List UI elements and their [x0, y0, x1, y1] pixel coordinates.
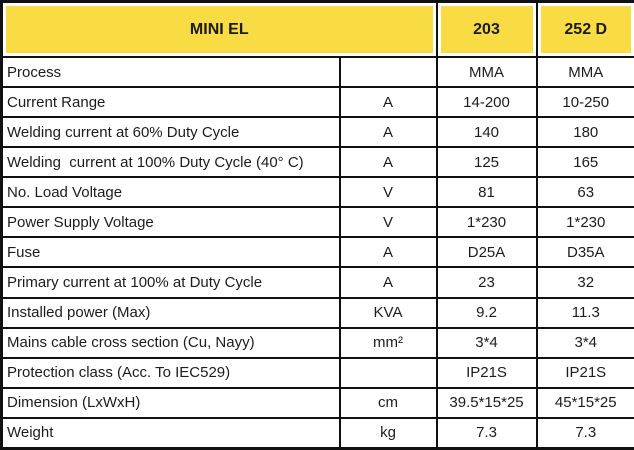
row-value-203: D25A: [435, 236, 538, 269]
row-unit: mm²: [338, 326, 438, 359]
table-row: Current Range A 14-200 10-250: [0, 86, 634, 119]
row-label: Weight: [0, 416, 341, 450]
row-unit: V: [338, 176, 438, 209]
row-value-203: 7.3: [435, 416, 538, 450]
column-header-model-203: 203: [435, 0, 538, 58]
table-row: Welding current at 60% Duty Cycle A 140 180: [0, 116, 634, 149]
row-value-252d: 11.3: [535, 296, 634, 329]
table-row: Mains cable cross section (Cu, Nayy) mm² 3…: [0, 326, 634, 359]
table-row: Weight kg 7.3 7.3: [0, 416, 634, 450]
row-value-252d: 165: [535, 146, 634, 179]
table-row: Installed power (Max) KVA 9.2 11.3: [0, 296, 634, 329]
table-row: Fuse A D25A D35A: [0, 236, 634, 269]
table-row: Primary current at 100% at Duty Cycle A 23…: [0, 266, 634, 299]
row-unit: A: [338, 236, 438, 269]
row-unit: A: [338, 146, 438, 179]
row-value-203: 9.2: [435, 296, 538, 329]
table-row: Protection class (Acc. To IEC529) IP21S IP…: [0, 356, 634, 389]
row-value-203: 23: [435, 266, 538, 299]
row-value-203: 3*4: [435, 326, 538, 359]
table-row: Process MMA MMA: [0, 55, 634, 89]
spec-table-header: MINI EL 203 252 D: [0, 0, 634, 58]
row-unit: [338, 55, 438, 89]
row-value-252d: 1*230: [535, 206, 634, 239]
row-value-203: 14-200: [435, 86, 538, 119]
row-value-252d: IP21S: [535, 356, 634, 389]
row-value-203: 39.5*15*25: [435, 386, 538, 419]
table-row: No. Load Voltage V 81 63: [0, 176, 634, 209]
row-value-252d: 63: [535, 176, 634, 209]
row-value-252d: D35A: [535, 236, 634, 269]
row-unit: kg: [338, 416, 438, 450]
row-label: Mains cable cross section (Cu, Nayy): [0, 326, 341, 359]
row-value-203: 81: [435, 176, 538, 209]
row-label: Welding current at 100% Duty Cycle (40° …: [0, 146, 341, 179]
header-row: MINI EL 203 252 D: [0, 0, 634, 58]
row-label: Fuse: [0, 236, 341, 269]
row-label: Installed power (Max): [0, 296, 341, 329]
row-unit: A: [338, 266, 438, 299]
row-value-203: 125: [435, 146, 538, 179]
table-row: Welding current at 100% Duty Cycle (40° …: [0, 146, 634, 179]
row-unit: A: [338, 86, 438, 119]
row-value-252d: 45*15*25: [535, 386, 634, 419]
table-title: MINI EL: [0, 0, 438, 58]
table-row: Dimension (LxWxH) cm 39.5*15*25 45*15*25: [0, 386, 634, 419]
row-value-252d: 10-250: [535, 86, 634, 119]
row-label: Current Range: [0, 86, 341, 119]
row-value-203: IP21S: [435, 356, 538, 389]
row-value-252d: 3*4: [535, 326, 634, 359]
row-value-252d: 32: [535, 266, 634, 299]
row-unit: [338, 356, 438, 389]
row-value-203: 1*230: [435, 206, 538, 239]
row-unit: KVA: [338, 296, 438, 329]
row-label: No. Load Voltage: [0, 176, 341, 209]
row-unit: cm: [338, 386, 438, 419]
row-label: Primary current at 100% at Duty Cycle: [0, 266, 341, 299]
column-header-model-252d: 252 D: [535, 0, 634, 58]
row-unit: V: [338, 206, 438, 239]
row-value-252d: 7.3: [535, 416, 634, 450]
row-label: Welding current at 60% Duty Cycle: [0, 116, 341, 149]
row-label: Power Supply Voltage: [0, 206, 341, 239]
spec-table-body: Process MMA MMA Current Range A 14-200 10-250 W…: [0, 55, 634, 450]
row-value-252d: 180: [535, 116, 634, 149]
row-value-252d: MMA: [535, 55, 634, 89]
row-label: Protection class (Acc. To IEC529): [0, 356, 341, 389]
row-label: Process: [0, 55, 341, 89]
row-unit: A: [338, 116, 438, 149]
row-label: Dimension (LxWxH): [0, 386, 341, 419]
row-value-203: MMA: [435, 55, 538, 89]
row-value-203: 140: [435, 116, 538, 149]
table-row: Power Supply Voltage V 1*230 1*230: [0, 206, 634, 239]
